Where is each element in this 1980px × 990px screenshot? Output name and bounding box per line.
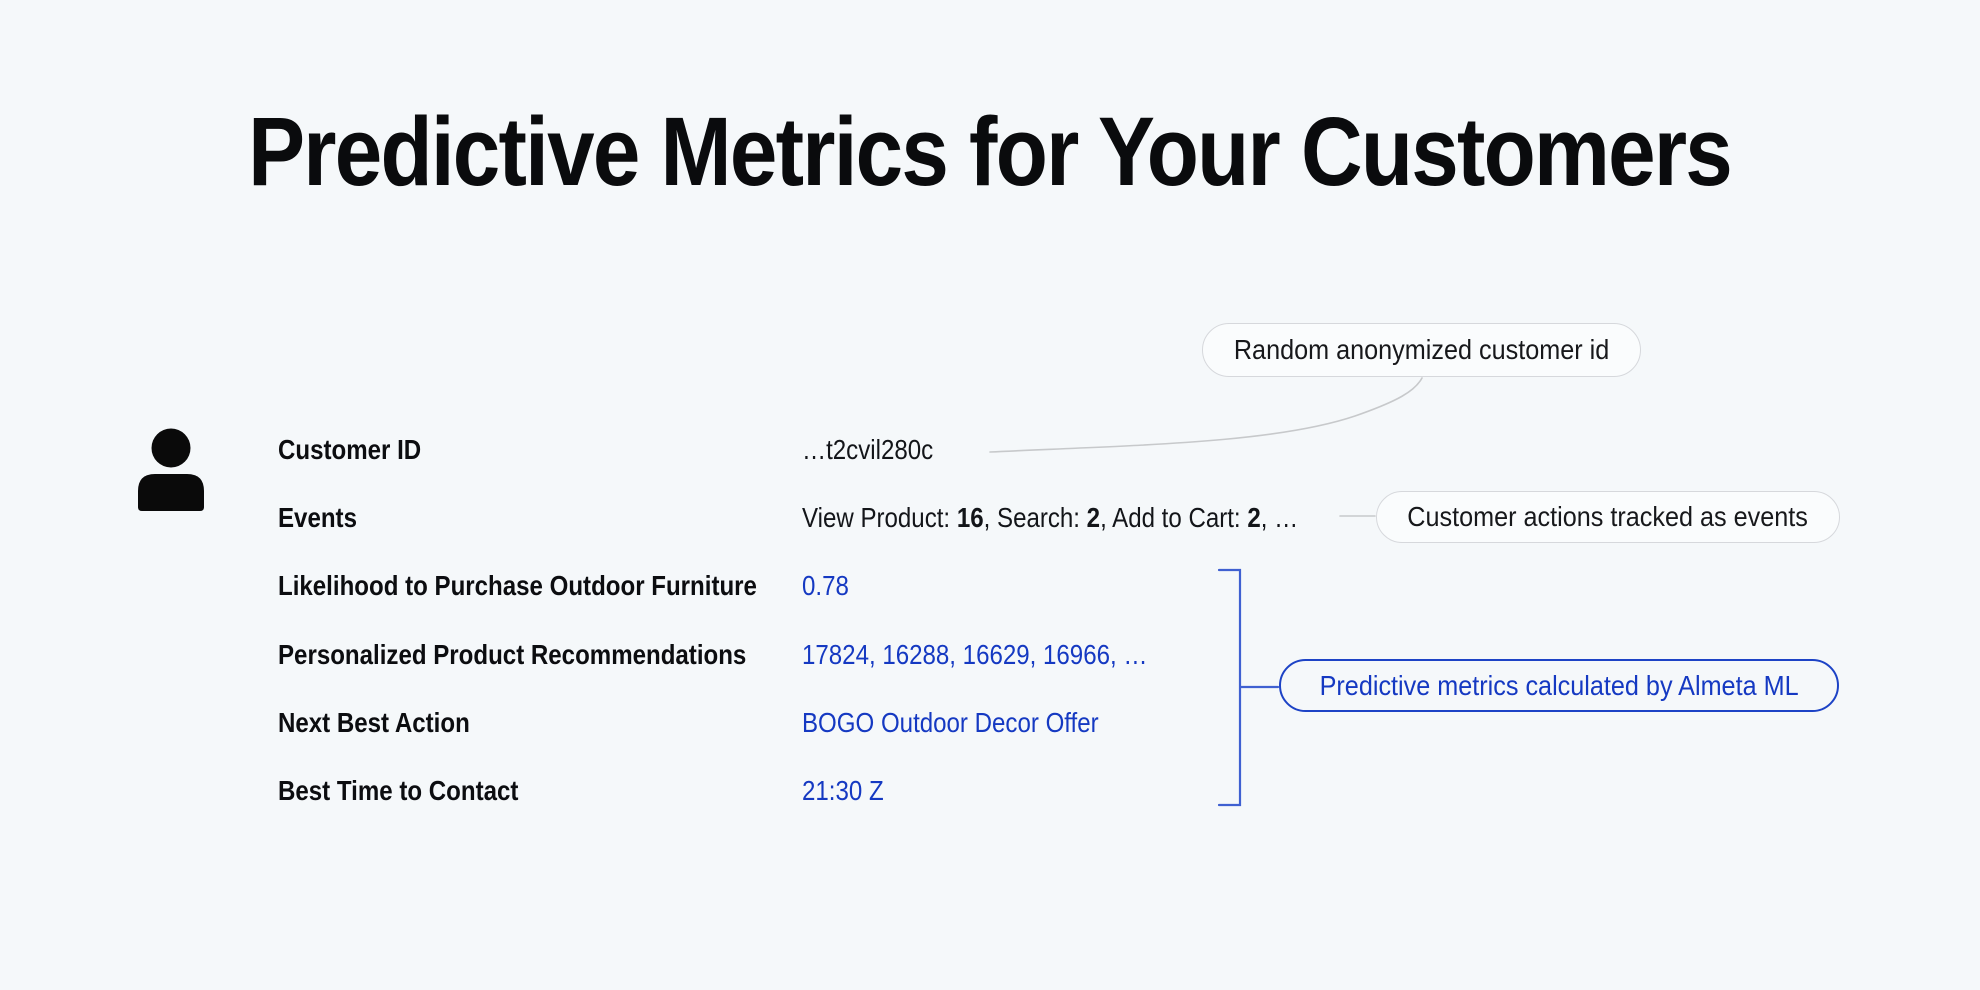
callout-random-customer-id: Random anonymized customer id: [1202, 323, 1641, 377]
row-label-best-time: Best Time to Contact: [278, 775, 519, 806]
table-row: Customer ID …t2cvil280c: [0, 424, 1980, 476]
callout-events-tracked: Customer actions tracked as events: [1376, 491, 1840, 543]
row-label-recommendations: Personalized Product Recommendations: [278, 639, 747, 670]
row-label-customer-id: Customer ID: [278, 434, 422, 465]
table-row: Personalized Product Recommendations 178…: [0, 629, 1980, 681]
row-value-events: View Product: 16, Search: 2, Add to Cart…: [802, 502, 1299, 533]
row-value-recommendations: 17824, 16288, 16629, 16966, …: [802, 639, 1148, 670]
page-title: Predictive Metrics for Your Customers: [248, 97, 1734, 206]
table-row: Events View Product: 16, Search: 2, Add …: [0, 492, 1980, 544]
table-row: Next Best Action BOGO Outdoor Decor Offe…: [0, 697, 1980, 749]
table-row: Likelihood to Purchase Outdoor Furniture…: [0, 560, 1980, 612]
row-value-next-best-action: BOGO Outdoor Decor Offer: [802, 707, 1099, 738]
row-value-likelihood: 0.78: [802, 570, 849, 601]
row-value-customer-id: …t2cvil280c: [802, 434, 934, 465]
person-icon: [138, 428, 204, 511]
row-label-next-best-action: Next Best Action: [278, 707, 470, 738]
table-row: Best Time to Contact 21:30 Z: [0, 765, 1980, 817]
row-value-best-time: 21:30 Z: [802, 775, 884, 806]
callout-predictive-metrics: Predictive metrics calculated by Almeta …: [1279, 659, 1839, 712]
row-label-likelihood: Likelihood to Purchase Outdoor Furniture: [278, 570, 757, 601]
row-label-events: Events: [278, 502, 357, 533]
